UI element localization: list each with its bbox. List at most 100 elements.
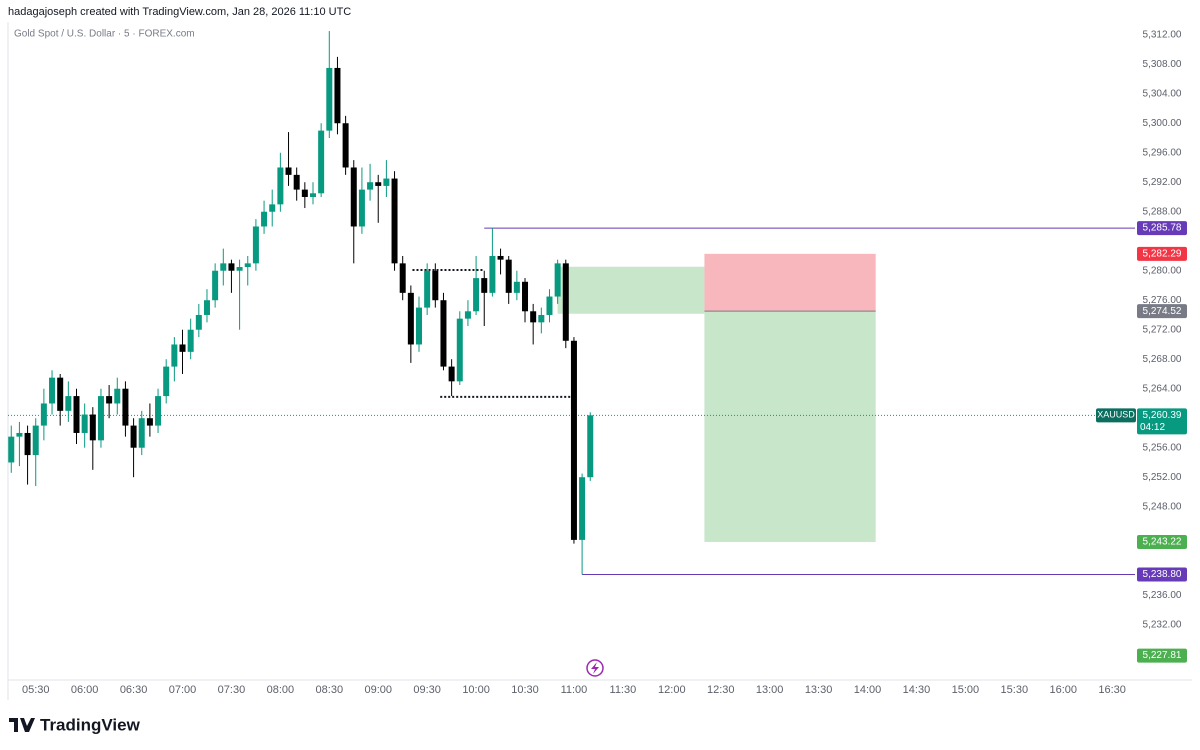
x-tick-label: 06:00: [71, 684, 99, 696]
candle-body: [530, 311, 537, 323]
header-credit: hadagajoseph created with TradingView.co…: [8, 6, 351, 18]
stop-badge-text: 5,282.29: [1143, 248, 1182, 259]
candle-body: [473, 278, 480, 312]
target-zone: [704, 311, 876, 542]
candle-body: [464, 311, 471, 319]
candle-body: [538, 314, 545, 323]
candle-body: [130, 425, 137, 448]
x-tick-label: 14:00: [854, 684, 882, 696]
x-tick-label: 10:00: [462, 684, 490, 696]
x-tick-label: 09:30: [413, 684, 441, 696]
x-tick-label: 09:00: [364, 684, 392, 696]
candle-body: [155, 396, 162, 426]
price-badge-text: 5,238.80: [1143, 569, 1182, 580]
candle-body: [342, 123, 349, 168]
x-tick-label: 15:30: [1001, 684, 1029, 696]
candle-body: [212, 270, 219, 301]
x-tick-label: 14:30: [903, 684, 931, 696]
candle-body: [252, 226, 259, 264]
candle-body: [375, 182, 382, 186]
candle-body: [432, 270, 439, 301]
price-badge-text: 5,285.78: [1143, 223, 1182, 234]
candle-body: [293, 174, 300, 190]
candle-body: [122, 388, 129, 426]
candle-body: [497, 255, 504, 260]
candle-body: [49, 377, 56, 404]
x-tick-label: 12:00: [658, 684, 686, 696]
candle-body: [146, 418, 153, 426]
y-tick-label: 5,272.00: [1143, 324, 1182, 335]
x-tick-label: 13:30: [805, 684, 833, 696]
candle-body: [40, 403, 47, 426]
candle-body: [587, 415, 594, 478]
lightning-icon: [586, 659, 604, 677]
candle-body: [163, 366, 170, 397]
candle-body: [481, 278, 488, 293]
logo-text: TradingView: [40, 715, 141, 734]
price-badge: [1137, 221, 1187, 236]
candle-body: [277, 167, 284, 205]
price-badge: [1137, 648, 1187, 663]
x-tick-label: 11:30: [610, 684, 637, 696]
candle-body: [367, 182, 374, 190]
x-tick-label: 06:30: [120, 684, 148, 696]
y-tick-label: 5,300.00: [1143, 118, 1182, 129]
candle-body: [269, 204, 276, 212]
candle-body: [57, 377, 64, 411]
candle-body: [326, 67, 333, 131]
price-badge-text: 5,227.81: [1143, 650, 1182, 661]
zone: [557, 266, 705, 314]
logo: TradingView: [9, 715, 141, 734]
candle-body: [32, 425, 39, 456]
candle-body: [301, 189, 308, 197]
candle-body: [203, 300, 210, 315]
candle-body: [399, 263, 406, 293]
target-badge-text: 5,243.22: [1143, 537, 1182, 548]
x-tick-label: 16:30: [1098, 684, 1126, 696]
stop-zone: [704, 253, 876, 312]
y-tick-label: 5,276.00: [1143, 295, 1182, 306]
candle-body: [261, 211, 268, 227]
y-tick-label: 5,292.00: [1143, 177, 1182, 188]
candle-body: [570, 340, 577, 540]
y-tick-label: 5,280.00: [1143, 265, 1182, 276]
x-tick-label: 05:30: [22, 684, 50, 696]
y-tick-label: 5,248.00: [1143, 501, 1182, 512]
x-tick-label: 15:00: [952, 684, 980, 696]
candle-body: [236, 267, 243, 271]
candle-body: [228, 263, 235, 271]
price-badge: [1137, 567, 1187, 582]
candle-body: [334, 67, 341, 124]
candle-body: [285, 167, 292, 175]
countdown-text: 04:12: [1140, 422, 1165, 433]
candle-body: [579, 477, 586, 540]
y-tick-label: 5,268.00: [1143, 354, 1182, 365]
candle-body: [97, 396, 104, 441]
candle-body: [138, 418, 145, 448]
y-tick-label: 5,236.00: [1143, 590, 1182, 601]
last-price-text: 5,260.39: [1143, 410, 1182, 421]
candle-body: [562, 263, 569, 341]
x-tick-label: 07:00: [169, 684, 197, 696]
candle-body: [448, 366, 455, 382]
candle-body: [424, 270, 431, 308]
y-tick-label: 5,312.00: [1143, 29, 1182, 40]
candle-body: [383, 178, 390, 186]
candle-body: [89, 414, 96, 441]
candle-body: [554, 263, 561, 297]
candle-body: [440, 300, 447, 367]
candle-body: [522, 281, 529, 312]
candle-body: [513, 281, 520, 293]
candle-body: [416, 307, 423, 345]
candle-body: [505, 259, 512, 293]
candle-body: [546, 296, 553, 315]
entry-badge: [1137, 304, 1187, 319]
entry-badge-text: 5,274.52: [1143, 306, 1182, 317]
x-tick-label: 13:00: [756, 684, 784, 696]
candle-body: [358, 189, 365, 227]
candle-body: [73, 396, 80, 433]
x-tick-label: 08:30: [316, 684, 344, 696]
candle-body: [81, 414, 88, 433]
chart-title: Gold Spot / U.S. Dollar · 5 · FOREX.com: [14, 29, 195, 40]
